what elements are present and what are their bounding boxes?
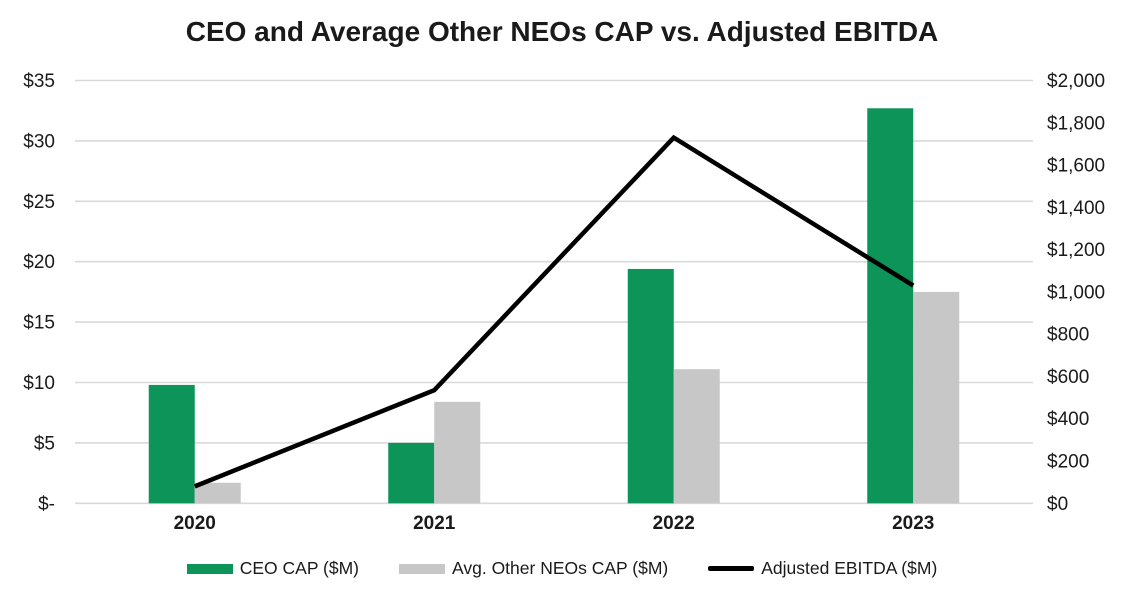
- left-axis-tick-label: $35: [23, 71, 55, 92]
- bar-ceo-cap-2023: [867, 108, 914, 504]
- x-axis-label-2021: 2021: [413, 513, 456, 534]
- right-axis-tick-label: $1,200: [1047, 240, 1105, 261]
- bar-ceo-cap-2021: [388, 442, 435, 504]
- chart-title: CEO and Average Other NEOs CAP vs. Adjus…: [185, 16, 939, 47]
- left-axis-tick-label: $10: [23, 373, 55, 394]
- bar-ceo-cap-2022: [627, 268, 674, 504]
- left-axis-tick-label: $15: [23, 313, 55, 334]
- legend-label-adjusted-ebitda: Adjusted EBITDA ($M): [761, 558, 938, 578]
- legend-label-avg-other-neos-cap: Avg. Other NEOs CAP ($M): [452, 558, 669, 578]
- right-axis-tick-label: $600: [1047, 367, 1089, 388]
- right-axis-tick-label: $400: [1047, 409, 1089, 430]
- right-axis-tick-label: $1,800: [1047, 113, 1105, 134]
- right-axis-tick-label: $1,400: [1047, 198, 1105, 219]
- chart-plot-area: $- $5 $10 $15 $20 $25 $30 $35 $0 $200 $400 $600 $800…: [23, 71, 1105, 534]
- legend-item-ceo-cap: CEO CAP ($M): [186, 558, 359, 579]
- bar-avg-other-neos-cap-2021: [434, 401, 481, 504]
- x-axis-label-2023: 2023: [892, 513, 934, 534]
- right-axis-tick-label: $2,000: [1047, 71, 1105, 92]
- legend-item-avg-other-neos-cap: Avg. Other NEOs CAP ($M): [399, 558, 668, 579]
- adjusted-ebitda-line: [193, 134, 915, 489]
- ceo-cap-bar-swatch-icon: [186, 563, 233, 574]
- bar-avg-other-neos-cap-2023: [913, 291, 960, 504]
- right-axis-tick-label: $1,000: [1047, 282, 1105, 303]
- avg-other-neos-cap-bar-swatch-icon: [399, 563, 445, 574]
- left-axis-tick-label: $30: [23, 131, 55, 152]
- left-axis-tick-label: $20: [23, 252, 55, 273]
- bar-avg-other-neos-cap-2022: [673, 369, 720, 504]
- bar-ceo-cap-2020: [148, 384, 195, 504]
- right-axis-tick-label: $0: [1047, 494, 1068, 515]
- legend: CEO CAP ($M) Avg. Other NEOs CAP ($M) Ad…: [0, 558, 1124, 579]
- adjusted-ebitda-line-swatch-icon: [708, 566, 755, 571]
- left-axis-tick-label: $25: [23, 192, 55, 213]
- right-axis-tick-label: $1,600: [1047, 156, 1105, 177]
- left-axis-tick-label: $-: [38, 494, 55, 515]
- legend-label-ceo-cap: CEO CAP ($M): [239, 558, 359, 578]
- right-axis-tick-label: $800: [1047, 325, 1089, 346]
- right-axis-tick-label: $200: [1047, 452, 1089, 473]
- x-axis-label-2022: 2022: [653, 513, 695, 534]
- bar-avg-other-neos-cap-2020: [194, 482, 241, 504]
- left-axis-tick-label: $5: [34, 433, 55, 454]
- legend-item-adjusted-ebitda: Adjusted EBITDA ($M): [708, 558, 937, 579]
- x-axis-label-2020: 2020: [174, 513, 216, 534]
